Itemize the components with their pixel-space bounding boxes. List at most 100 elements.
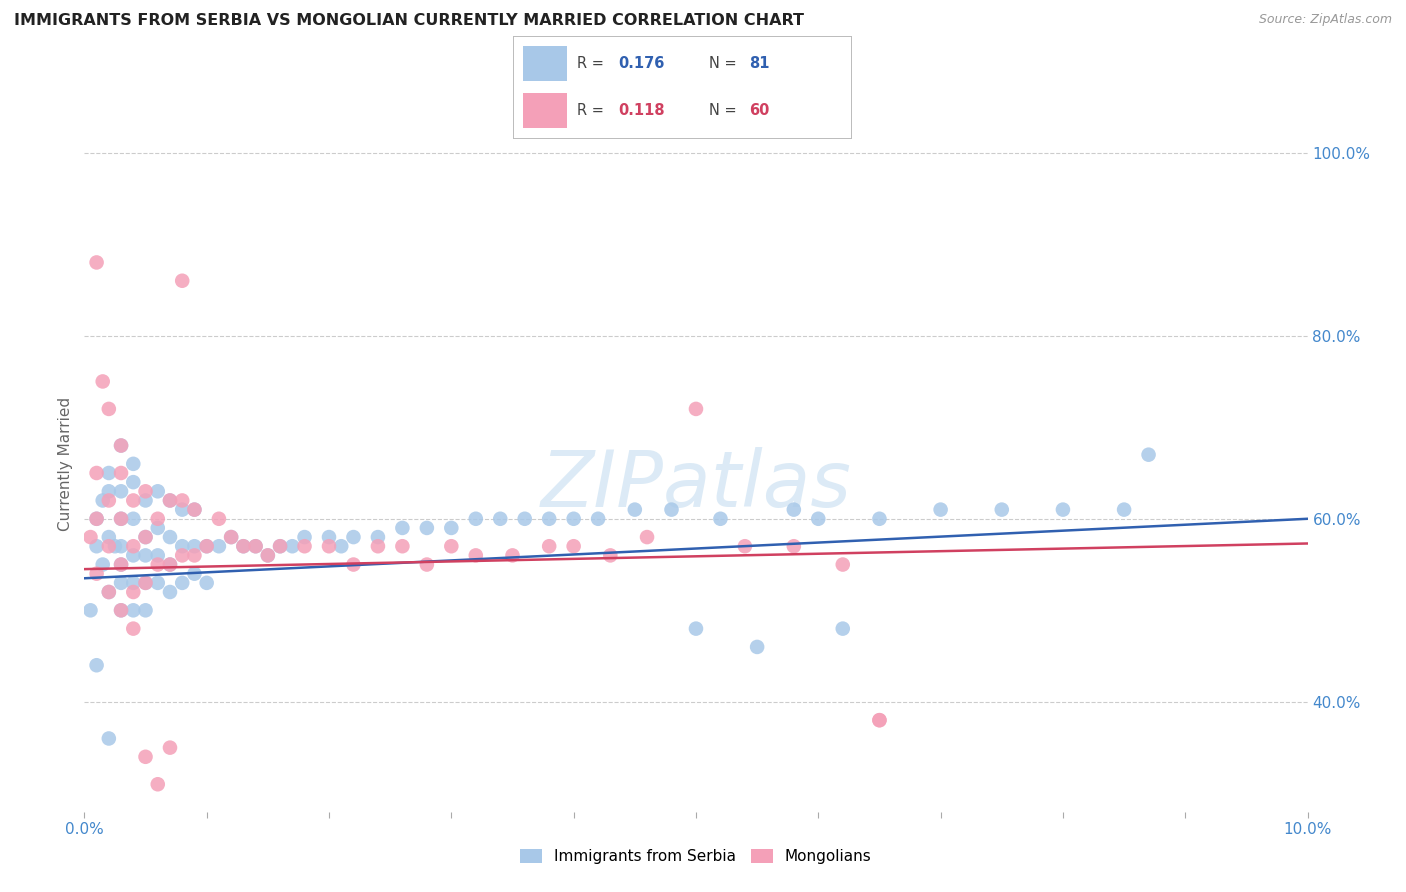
Point [367, 539, 389, 553]
Point [586, 512, 609, 526]
Point [869, 512, 891, 526]
Text: R =: R = [578, 56, 609, 70]
Point [219, 530, 242, 544]
Point [110, 438, 132, 452]
Point [294, 530, 316, 544]
Y-axis label: Currently Married: Currently Married [58, 397, 73, 531]
Point [122, 585, 145, 599]
Point [440, 539, 463, 553]
Point [97, 484, 120, 499]
Point [318, 530, 340, 544]
Point [110, 466, 132, 480]
Text: 81: 81 [749, 56, 770, 70]
Point [110, 575, 132, 590]
Point [110, 438, 132, 452]
Point [122, 622, 145, 636]
Point [110, 558, 132, 572]
Point [135, 530, 157, 544]
Point [146, 484, 169, 499]
Point [257, 549, 280, 563]
Point [416, 521, 439, 535]
Point [172, 539, 194, 553]
Point [869, 713, 891, 727]
Point [110, 539, 132, 553]
Point [159, 493, 181, 508]
Point [97, 585, 120, 599]
Point [783, 502, 806, 516]
Point [538, 512, 561, 526]
Text: N =: N = [709, 103, 741, 118]
Point [110, 512, 132, 526]
Point [318, 539, 340, 553]
Point [146, 575, 169, 590]
Point [636, 530, 658, 544]
Point [159, 558, 181, 572]
Point [135, 530, 157, 544]
Point [195, 575, 218, 590]
Point [79, 603, 101, 617]
Text: R =: R = [578, 103, 609, 118]
Point [391, 539, 413, 553]
Point [110, 603, 132, 617]
Point [97, 401, 120, 416]
Point [97, 539, 120, 553]
Point [416, 558, 439, 572]
Text: 0.118: 0.118 [617, 103, 665, 118]
Point [97, 466, 120, 480]
Point [195, 539, 218, 553]
Point [86, 566, 108, 581]
Point [709, 512, 731, 526]
Point [110, 558, 132, 572]
Point [464, 512, 486, 526]
Point [1137, 448, 1160, 462]
Point [146, 521, 169, 535]
Point [269, 539, 291, 553]
Point [122, 539, 145, 553]
Point [183, 549, 205, 563]
Point [562, 512, 585, 526]
Point [122, 575, 145, 590]
Point [159, 740, 181, 755]
Point [783, 539, 806, 553]
Point [172, 549, 194, 563]
Point [685, 401, 707, 416]
Point [172, 274, 194, 288]
Point [195, 539, 218, 553]
Bar [523, 93, 567, 128]
Point [146, 558, 169, 572]
Point [869, 713, 891, 727]
Point [91, 375, 114, 389]
Point [159, 558, 181, 572]
Point [183, 502, 205, 516]
Point [538, 539, 561, 553]
Text: ZIPatlas: ZIPatlas [540, 447, 852, 523]
Point [97, 731, 120, 746]
Point [91, 558, 114, 572]
Point [269, 539, 291, 553]
Point [97, 530, 120, 544]
Point [86, 539, 108, 553]
Point [342, 558, 364, 572]
Point [245, 539, 267, 553]
Point [183, 566, 205, 581]
Point [146, 549, 169, 563]
Point [513, 512, 536, 526]
Point [110, 603, 132, 617]
Point [159, 493, 181, 508]
Point [183, 539, 205, 553]
Point [747, 640, 769, 654]
Point [232, 539, 254, 553]
Point [342, 530, 364, 544]
Point [91, 493, 114, 508]
Point [110, 484, 132, 499]
Point [159, 585, 181, 599]
Point [208, 512, 231, 526]
Point [232, 539, 254, 553]
Point [599, 549, 621, 563]
Point [135, 493, 157, 508]
Bar [523, 45, 567, 81]
Point [97, 493, 120, 508]
Point [489, 512, 512, 526]
Legend: Immigrants from Serbia, Mongolians: Immigrants from Serbia, Mongolians [515, 842, 877, 871]
Point [661, 502, 683, 516]
